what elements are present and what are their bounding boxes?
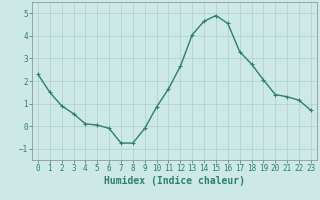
X-axis label: Humidex (Indice chaleur): Humidex (Indice chaleur) xyxy=(104,176,245,186)
